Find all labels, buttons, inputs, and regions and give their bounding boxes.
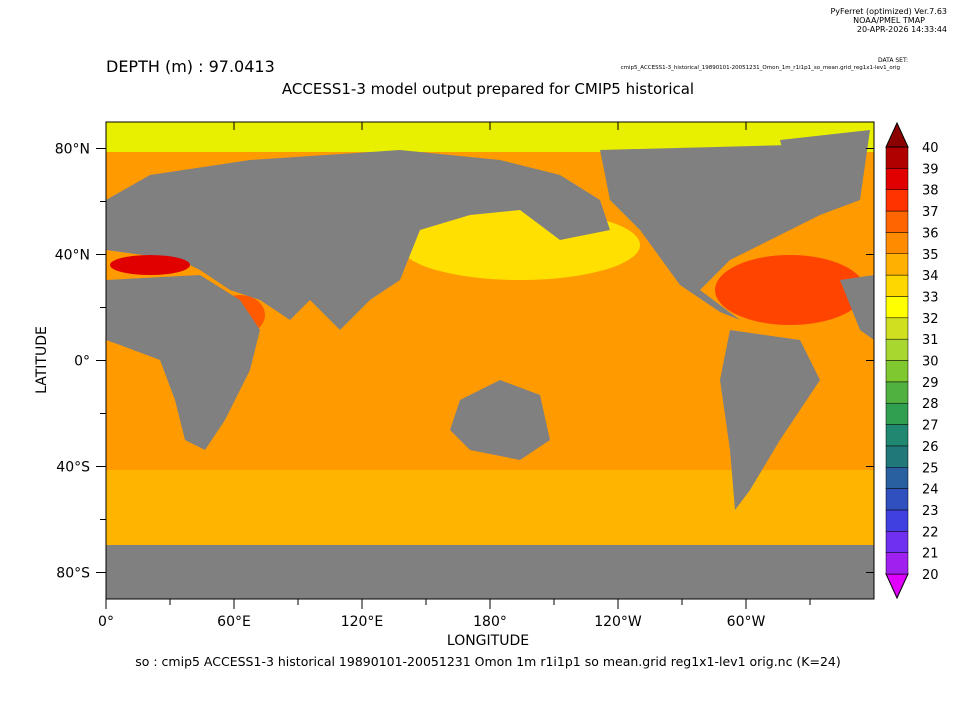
y-tick-label: 80°N — [55, 142, 90, 158]
colorbar-box — [885, 509, 909, 532]
colorbar-box — [885, 424, 909, 447]
colorbar-label: 35 — [922, 248, 939, 263]
x-tick-label: 60°E — [217, 614, 251, 630]
australia — [450, 380, 550, 460]
colorbar-box — [885, 317, 909, 340]
colorbar-box — [885, 360, 909, 383]
colorbar-box — [885, 338, 909, 361]
y-axis-label: LATITUDE — [34, 326, 50, 394]
colorbar-box — [885, 146, 909, 169]
colorbar-label: 36 — [922, 226, 939, 241]
y-tick-label: 40°S — [56, 460, 90, 476]
colorbar-label: 37 — [922, 205, 939, 220]
colorbar-box — [885, 189, 909, 212]
colorbar-label: 39 — [922, 162, 939, 177]
colorbar-label: 24 — [922, 483, 939, 498]
dataset: cmip5_ACCESS1-3_historical_19890101-2005… — [621, 65, 900, 71]
north-america — [600, 145, 820, 320]
colorbar-label: 25 — [922, 461, 939, 476]
colorbar-label: 33 — [922, 290, 939, 305]
colorbar-box — [885, 552, 909, 575]
x-tick-label: 60°W — [727, 614, 766, 630]
y-tick-label: 80°S — [56, 566, 90, 582]
colorbar-label: 31 — [922, 333, 939, 348]
footer: so : cmip5 ACCESS1-3 historical 19890101… — [135, 654, 841, 669]
x-tick-label: 180° — [473, 614, 507, 630]
colorbar-high — [885, 121, 909, 148]
program: PyFerret (optimized) Ver.7.63 — [830, 7, 947, 16]
x-tick-label: 0° — [98, 614, 114, 630]
colorbar-box — [885, 296, 909, 319]
colorbar-box — [885, 274, 909, 297]
timestamp: 20-APR-2026 14:33:44 — [857, 25, 947, 34]
colorbar-box — [885, 531, 909, 553]
colorbar-box — [885, 467, 909, 489]
colorbar-label: 30 — [922, 355, 939, 370]
y-tick-label: 0° — [74, 354, 90, 370]
africa — [106, 275, 260, 450]
y-tick-label: 40°N — [55, 248, 90, 264]
colorbar-box — [885, 210, 909, 233]
antarctica — [106, 545, 874, 599]
colorbar-box — [885, 445, 909, 468]
mediterranean — [110, 255, 190, 275]
north-atlantic — [715, 255, 865, 325]
colorbar-box — [885, 168, 909, 190]
colorbar-box — [885, 381, 909, 404]
south-america — [720, 330, 820, 510]
eurasia — [106, 150, 610, 330]
colorbar-box — [885, 488, 909, 511]
x-tick-label: 120°W — [594, 614, 642, 630]
x-axis-label: LONGITUDE — [447, 633, 529, 649]
title: ACCESS1-3 model output prepared for CMIP… — [282, 80, 694, 98]
colorbar-label: 26 — [922, 440, 939, 455]
west-africa — [840, 275, 874, 340]
colorbar-label: 28 — [922, 397, 939, 412]
colorbar-label: 29 — [922, 376, 939, 391]
colorbar-label: 27 — [922, 419, 939, 434]
colorbar-label: 34 — [922, 269, 939, 284]
map-field — [106, 122, 874, 599]
colorbar-label: 20 — [922, 568, 939, 583]
southern-ocean — [106, 470, 874, 550]
depth-label: DEPTH (m) : 97.0413 — [106, 57, 275, 76]
colorbar-label: 40 — [922, 141, 939, 156]
greenland — [780, 130, 870, 215]
colorbar-box — [885, 232, 909, 254]
axis-ticks: 0° 60°E 120°E 180° 120°W 60°W 80°N 40°N 0° 40°S 80… — [55, 122, 874, 630]
colorbar-label: 38 — [922, 184, 939, 199]
colorbar-label: 21 — [922, 547, 939, 562]
colorbar-label: 23 — [922, 504, 939, 519]
org: NOAA/PMEL TMAP — [853, 16, 925, 25]
colorbar-box — [885, 402, 909, 425]
colorbar-box — [885, 253, 909, 276]
x-tick-label: 120°E — [341, 614, 384, 630]
colorbar-label: 32 — [922, 312, 939, 327]
dataset-label: DATA SET: — [878, 57, 908, 64]
colorbar-label: 22 — [922, 525, 939, 540]
colorbar: 20 21 22 23 24 25 26 27 28 29 30 31 32 33 34 35 36 37 38 39… — [885, 121, 939, 600]
